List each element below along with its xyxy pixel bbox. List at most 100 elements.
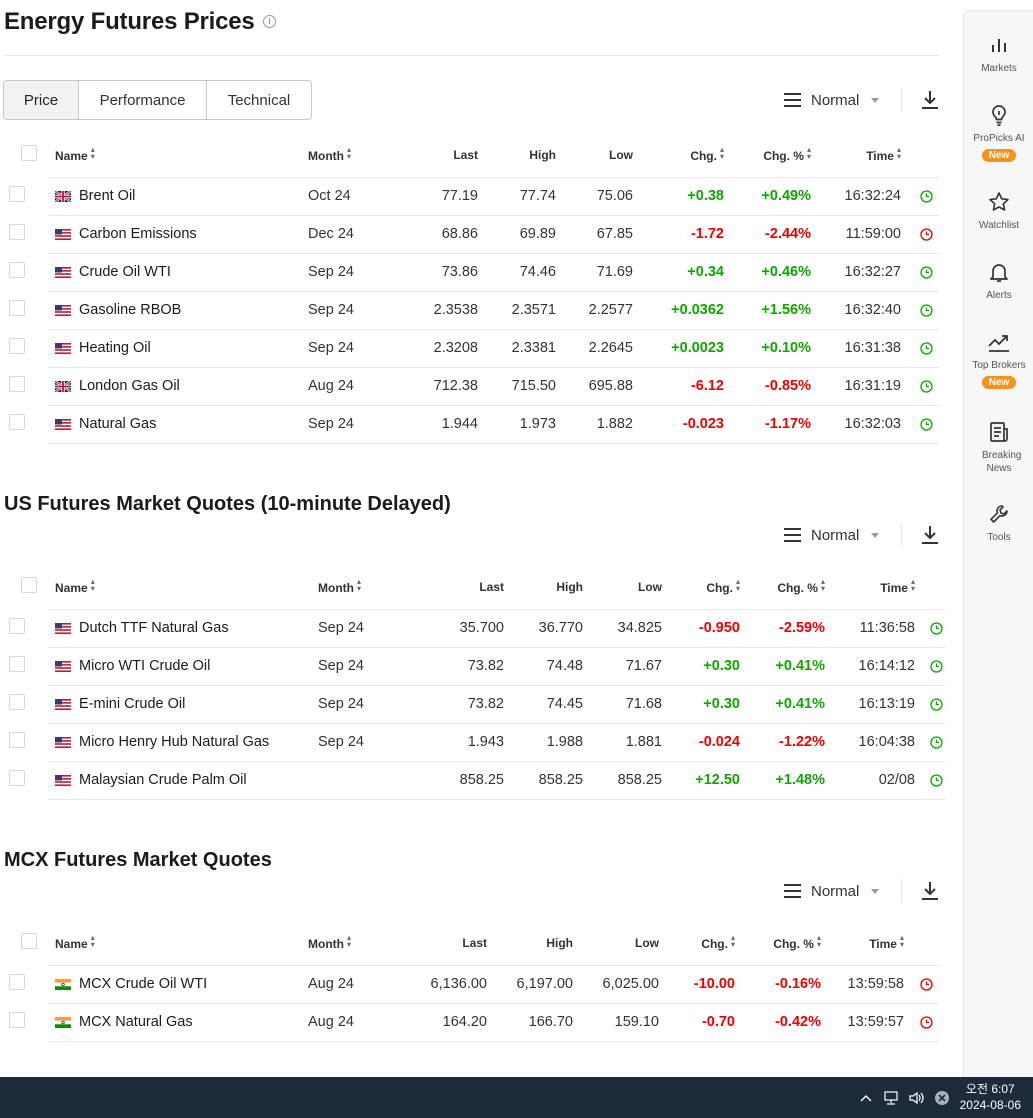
column-header-chg[interactable]: Chg. ▴ ▾ bbox=[659, 921, 735, 966]
download-icon[interactable] bbox=[921, 881, 939, 901]
instrument-link[interactable]: E-mini Crude Oil bbox=[79, 696, 186, 712]
sort-icon[interactable]: ▴ ▾ bbox=[899, 933, 904, 950]
tab-performance[interactable]: Performance bbox=[78, 80, 207, 120]
column-header-high[interactable]: High bbox=[504, 565, 583, 610]
tab-technical[interactable]: Technical bbox=[206, 80, 312, 120]
select-all-checkbox[interactable] bbox=[20, 145, 37, 162]
row-checkbox[interactable] bbox=[9, 694, 25, 710]
sidebar-item-markets[interactable]: Markets bbox=[964, 36, 1033, 75]
notification-off-icon[interactable] bbox=[934, 1090, 950, 1106]
row-checkbox[interactable] bbox=[9, 338, 25, 354]
table-row[interactable]: MCX Crude Oil WTI Aug 24 6,136.00 6,197.00 6… bbox=[3, 965, 939, 1004]
instrument-link[interactable]: Heating Oil bbox=[79, 340, 151, 356]
column-header-name[interactable]: Name ▴ ▾ bbox=[48, 565, 318, 610]
column-header-last[interactable]: Last bbox=[398, 133, 478, 178]
table-row[interactable]: Natural Gas Sep 24 1.944 1.973 1.882 -0.023 -1… bbox=[3, 405, 939, 444]
view-mode-dropdown[interactable]: Normal bbox=[784, 883, 880, 900]
row-checkbox[interactable] bbox=[9, 1012, 25, 1028]
instrument-link[interactable]: Micro WTI Crude Oil bbox=[79, 658, 211, 674]
row-checkbox[interactable] bbox=[9, 414, 25, 430]
sidebar-item-wrench[interactable]: Tools bbox=[964, 503, 1033, 544]
download-icon[interactable] bbox=[921, 525, 939, 545]
instrument-link[interactable]: Crude Oil WTI bbox=[79, 264, 171, 280]
instrument-link[interactable]: MCX Crude Oil WTI bbox=[79, 976, 208, 992]
select-all-checkbox[interactable] bbox=[20, 577, 37, 594]
sort-icon[interactable]: ▴ ▾ bbox=[346, 933, 351, 950]
column-header-time[interactable]: Time ▴ ▾ bbox=[821, 921, 904, 966]
sort-icon[interactable]: ▴ ▾ bbox=[735, 577, 740, 594]
row-checkbox[interactable] bbox=[9, 186, 25, 202]
view-mode-dropdown[interactable]: Normal bbox=[784, 527, 880, 544]
chevron-up-icon[interactable] bbox=[860, 1094, 872, 1102]
table-row[interactable]: Micro WTI Crude Oil Sep 24 73.82 74.48 71.67… bbox=[3, 647, 945, 686]
taskbar-clock[interactable]: 오전 6:07 2024-08-06 bbox=[960, 1081, 1021, 1113]
column-header-last[interactable]: Last bbox=[421, 565, 504, 610]
sidebar-item-trend[interactable]: Top Brokers New bbox=[964, 331, 1033, 390]
sidebar-item-lightbulb[interactable]: ProPicks AI New bbox=[964, 104, 1033, 163]
view-mode-dropdown[interactable]: Normal bbox=[784, 92, 880, 109]
row-checkbox[interactable] bbox=[9, 618, 25, 634]
sort-icon[interactable]: ▴ ▾ bbox=[346, 145, 351, 162]
column-header-high[interactable]: High bbox=[478, 133, 556, 178]
tab-price[interactable]: Price bbox=[3, 80, 79, 120]
column-header-month[interactable]: Month ▴ ▾ bbox=[308, 921, 395, 966]
table-row[interactable]: Micro Henry Hub Natural Gas Sep 24 1.943 1.… bbox=[3, 723, 945, 762]
column-header-month[interactable]: Month ▴ ▾ bbox=[318, 565, 421, 610]
column-header-chg-pct[interactable]: Chg. % ▴ ▾ bbox=[735, 921, 821, 966]
sort-icon[interactable]: ▴ ▾ bbox=[90, 145, 95, 162]
table-row[interactable]: E-mini Crude Oil Sep 24 73.82 74.45 71.68 +0.… bbox=[3, 685, 945, 724]
table-row[interactable]: Gasoline RBOB Sep 24 2.3538 2.3571 2.2577 +0.… bbox=[3, 291, 939, 330]
table-row[interactable]: Crude Oil WTI Sep 24 73.86 74.46 71.69 +0.34 +… bbox=[3, 253, 939, 292]
table-row[interactable]: Heating Oil Sep 24 2.3208 2.3381 2.2645 +0.00… bbox=[3, 329, 939, 368]
select-all-checkbox[interactable] bbox=[20, 933, 37, 950]
sort-icon[interactable]: ▴ ▾ bbox=[816, 933, 821, 950]
volume-icon[interactable] bbox=[908, 1091, 926, 1105]
row-checkbox[interactable] bbox=[9, 262, 25, 278]
column-header-chg[interactable]: Chg. ▴ ▾ bbox=[662, 565, 740, 610]
instrument-link[interactable]: Malaysian Crude Palm Oil bbox=[79, 772, 247, 788]
column-header-name[interactable]: Name ▴ ▾ bbox=[48, 133, 308, 178]
sort-icon[interactable]: ▴ ▾ bbox=[90, 577, 95, 594]
column-header-low[interactable]: Low bbox=[573, 921, 659, 966]
table-row[interactable]: Dutch TTF Natural Gas Sep 24 35.700 36.770 3… bbox=[3, 609, 945, 648]
sort-icon[interactable]: ▴ ▾ bbox=[90, 933, 95, 950]
row-checkbox[interactable] bbox=[9, 300, 25, 316]
row-checkbox[interactable] bbox=[9, 224, 25, 240]
table-row[interactable]: Brent Oil Oct 24 77.19 77.74 75.06 +0.38 +0.49… bbox=[3, 177, 939, 216]
instrument-link[interactable]: Dutch TTF Natural Gas bbox=[79, 620, 229, 636]
instrument-link[interactable]: Carbon Emissions bbox=[79, 226, 197, 242]
row-checkbox[interactable] bbox=[9, 656, 25, 672]
table-row[interactable]: MCX Natural Gas Aug 24 164.20 166.70 159.10 -… bbox=[3, 1003, 939, 1042]
sort-icon[interactable]: ▴ ▾ bbox=[730, 933, 735, 950]
column-header-high[interactable]: High bbox=[487, 921, 573, 966]
sort-icon[interactable]: ▴ ▾ bbox=[719, 145, 724, 162]
row-checkbox[interactable] bbox=[9, 974, 25, 990]
column-header-chg[interactable]: Chg. ▴ ▾ bbox=[633, 133, 724, 178]
column-header-last[interactable]: Last bbox=[395, 921, 487, 966]
sort-icon[interactable]: ▴ ▾ bbox=[896, 145, 901, 162]
instrument-link[interactable]: Brent Oil bbox=[79, 188, 136, 204]
column-header-chg-pct[interactable]: Chg. % ▴ ▾ bbox=[724, 133, 811, 178]
column-header-chg-pct[interactable]: Chg. % ▴ ▾ bbox=[740, 565, 825, 610]
instrument-link[interactable]: Natural Gas bbox=[79, 416, 157, 432]
sort-icon[interactable]: ▴ ▾ bbox=[356, 577, 361, 594]
download-icon[interactable] bbox=[921, 90, 939, 110]
column-header-month[interactable]: Month ▴ ▾ bbox=[308, 133, 398, 178]
sort-icon[interactable]: ▴ ▾ bbox=[806, 145, 811, 162]
row-checkbox[interactable] bbox=[9, 770, 25, 786]
instrument-link[interactable]: London Gas Oil bbox=[79, 378, 180, 394]
sort-icon[interactable]: ▴ ▾ bbox=[820, 577, 825, 594]
table-row[interactable]: Malaysian Crude Palm Oil 858.25 858.25 858.… bbox=[3, 761, 945, 800]
table-row[interactable]: Carbon Emissions Dec 24 68.86 69.89 67.85 -1.… bbox=[3, 215, 939, 254]
table-row[interactable]: London Gas Oil Aug 24 712.38 715.50 695.88 -6… bbox=[3, 367, 939, 406]
column-header-low[interactable]: Low bbox=[556, 133, 633, 178]
column-header-time[interactable]: Time ▴ ▾ bbox=[825, 565, 915, 610]
column-header-name[interactable]: Name ▴ ▾ bbox=[48, 921, 308, 966]
column-header-low[interactable]: Low bbox=[583, 565, 662, 610]
sort-icon[interactable]: ▴ ▾ bbox=[910, 577, 915, 594]
sidebar-item-news[interactable]: Breaking News bbox=[964, 421, 1033, 475]
instrument-link[interactable]: MCX Natural Gas bbox=[79, 1014, 193, 1030]
row-checkbox[interactable] bbox=[9, 376, 25, 392]
instrument-link[interactable]: Micro Henry Hub Natural Gas bbox=[79, 734, 270, 750]
column-header-time[interactable]: Time ▴ ▾ bbox=[811, 133, 901, 178]
